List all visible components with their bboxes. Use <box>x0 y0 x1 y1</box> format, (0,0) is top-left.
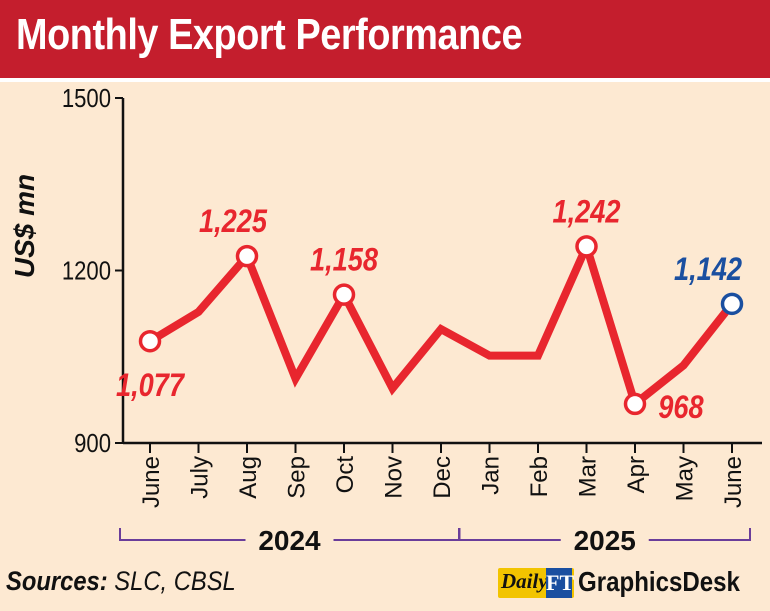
year-bracket <box>458 528 751 541</box>
year-label: 2024 <box>258 525 321 556</box>
data-label: 1,142 <box>674 252 742 288</box>
data-point-marker <box>623 392 647 416</box>
sources-text: SLC, CBSL <box>107 566 236 596</box>
sources-note: Sources: SLC, CBSL <box>6 566 236 597</box>
sources-label: Sources: <box>6 566 108 596</box>
x-tick-label: Feb <box>526 456 553 497</box>
data-point-marker <box>720 292 744 316</box>
y-tick-label: 1500 <box>62 84 111 113</box>
x-tick-label: Oct <box>332 456 359 494</box>
x-tick-label: Apr <box>623 456 650 493</box>
data-label: 968 <box>658 390 704 426</box>
brand-ft-text: FT <box>546 568 574 598</box>
data-point-marker <box>575 235 598 258</box>
x-tick-label: Aug <box>235 456 262 499</box>
x-tick-label: June <box>720 456 747 508</box>
year-label: 2025 <box>574 525 636 556</box>
data-point-marker <box>138 329 162 353</box>
y-tick-label: 900 <box>74 429 111 458</box>
x-tick-label: May <box>672 456 699 501</box>
data-label: 1,158 <box>310 243 378 279</box>
title-bar: Monthly Export Performance <box>0 0 770 78</box>
dailyft-logo: Daily FT <box>498 568 574 598</box>
x-tick-label: Sep <box>284 456 311 499</box>
x-tick-label: Mar <box>575 456 602 497</box>
x-tick-label: Dec <box>429 456 456 499</box>
title-divider <box>0 78 770 82</box>
x-tick-label: June <box>138 456 165 508</box>
data-label: 1,077 <box>116 368 185 404</box>
y-tick-label: 1200 <box>62 257 111 286</box>
line-chart: 900 1200 1500 US$ mn June July Aug Sep Oct Nov Dec… <box>9 84 762 556</box>
export-series-line <box>146 234 736 411</box>
data-label: 1,242 <box>552 194 620 230</box>
y-axis-title: US$ mn <box>9 174 40 278</box>
x-tick-label: Nov <box>381 456 408 499</box>
brand-daily-text: Daily <box>501 569 548 593</box>
brand-logo: Daily FT GraphicsDesk <box>498 566 768 600</box>
chart-title: Monthly Export Performance <box>16 10 523 59</box>
x-tick-label: July <box>187 456 214 499</box>
brand-name: GraphicsDesk <box>578 566 740 597</box>
data-point-marker <box>235 244 259 268</box>
data-point-marker <box>332 283 356 306</box>
data-label: 1,225 <box>199 204 267 240</box>
x-tick-label: Jan <box>478 456 505 495</box>
